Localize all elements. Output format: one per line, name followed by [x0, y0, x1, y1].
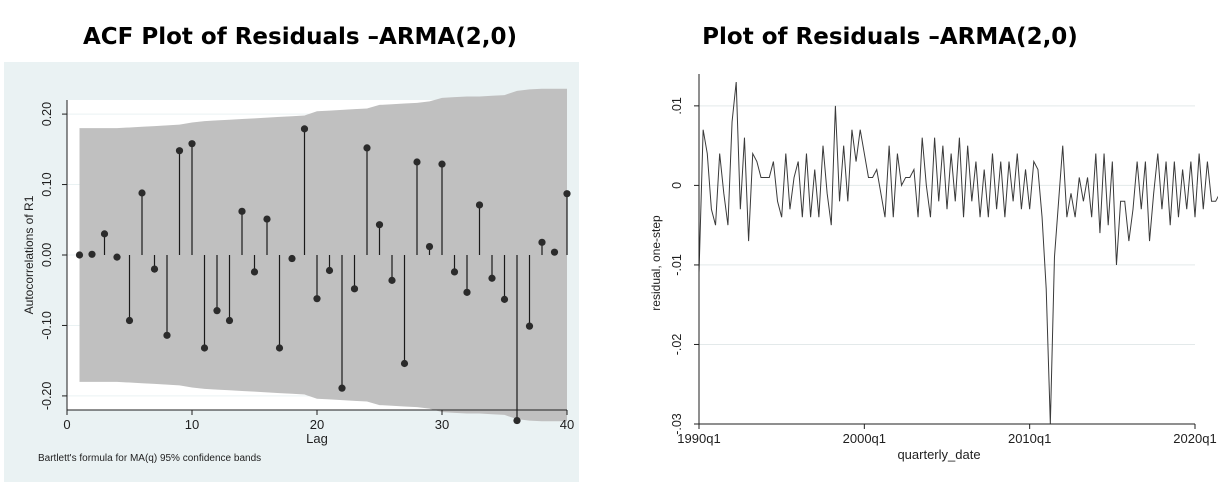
acf-point [250, 268, 259, 276]
acf-point [425, 242, 434, 251]
acf-point [450, 268, 459, 276]
acf-x-tick-label: 20 [310, 417, 324, 432]
acf-point [563, 190, 571, 198]
acf-x-tick-label: 0 [63, 417, 70, 432]
residual-x-tick-label: 2020q1 [1173, 431, 1216, 446]
acf-point [550, 248, 559, 256]
residual-x-tick-label: 2010q1 [1008, 431, 1051, 446]
residual-x-tick-label: 1990q1 [677, 431, 720, 446]
acf-point [138, 189, 146, 197]
acf-y-tick-label: -0.10 [40, 311, 54, 340]
acf-point [300, 125, 309, 133]
residual-x-tick-label: 2000q1 [843, 431, 886, 446]
residual-y-tick-label: 0 [670, 182, 684, 189]
acf-point [163, 331, 171, 339]
acf-y-axis-label: Autocorrelations of R1 [22, 195, 36, 314]
acf-chart-title: ACF Plot of Residuals –ARMA(2,0) [82, 24, 518, 50]
residual-chart: .01 0 -.01 -.02 -.03 1990q1 2000q1 2010q1 2020q… [633, 62, 1218, 482]
acf-point [375, 221, 384, 229]
acf-point [488, 274, 496, 282]
acf-point [125, 316, 134, 325]
acf-point [288, 254, 296, 263]
residual-outer-background [633, 62, 1218, 482]
acf-point [400, 359, 409, 368]
acf-point [513, 416, 521, 425]
acf-point [500, 295, 509, 303]
acf-point [75, 251, 84, 259]
residual-y-tick-label: -.03 [670, 413, 684, 435]
acf-point [150, 265, 159, 273]
acf-point [525, 322, 534, 330]
acf-point [463, 288, 471, 296]
acf-point [225, 316, 234, 325]
acf-point [313, 295, 321, 303]
residual-x-axis-label: quarterly_date [897, 447, 980, 462]
acf-point [275, 344, 284, 352]
acf-point [388, 276, 396, 284]
residual-y-tick-label: .01 [670, 97, 684, 114]
acf-chart: -0.20 -0.10 0.00 0.10 0.20 0 10 20 30 40 Lag Aut… [4, 62, 579, 482]
acf-point [363, 144, 371, 152]
acf-bartlett-note: Bartlett's formula for MA(q) 95% confide… [38, 453, 261, 464]
acf-y-tick-label: 0.10 [40, 172, 54, 196]
acf-point [338, 384, 346, 392]
acf-point [413, 158, 421, 166]
acf-y-tick-label: -0.20 [40, 382, 54, 411]
acf-point [475, 201, 484, 209]
acf-point [188, 140, 196, 148]
residual-series-line [698, 81, 1218, 425]
residual-y-tick-label: -.01 [670, 254, 684, 276]
acf-point [350, 285, 359, 293]
acf-y-tick-label: 0.00 [40, 243, 54, 267]
acf-point [213, 307, 221, 315]
acf-point [113, 253, 121, 261]
acf-point [88, 250, 96, 258]
acf-x-tick-label: 30 [435, 417, 449, 432]
residual-y-axis-label: residual, one-step [649, 215, 663, 311]
acf-point [200, 344, 209, 352]
acf-point [263, 215, 271, 223]
residual-y-tick-label: -.02 [670, 334, 684, 356]
residual-chart-title: Plot of Residuals –ARMA(2,0) [702, 24, 1078, 50]
acf-point [325, 266, 334, 275]
acf-point [538, 238, 546, 246]
acf-point [100, 230, 109, 238]
acf-point [238, 207, 246, 215]
acf-x-tick-label: 10 [185, 417, 199, 432]
acf-point [175, 147, 184, 155]
acf-point [438, 160, 446, 168]
acf-confidence-band [79, 88, 567, 422]
acf-x-axis-label: Lag [306, 431, 328, 446]
acf-x-tick-label: 40 [560, 417, 574, 432]
acf-y-tick-label: 0.20 [40, 102, 54, 126]
